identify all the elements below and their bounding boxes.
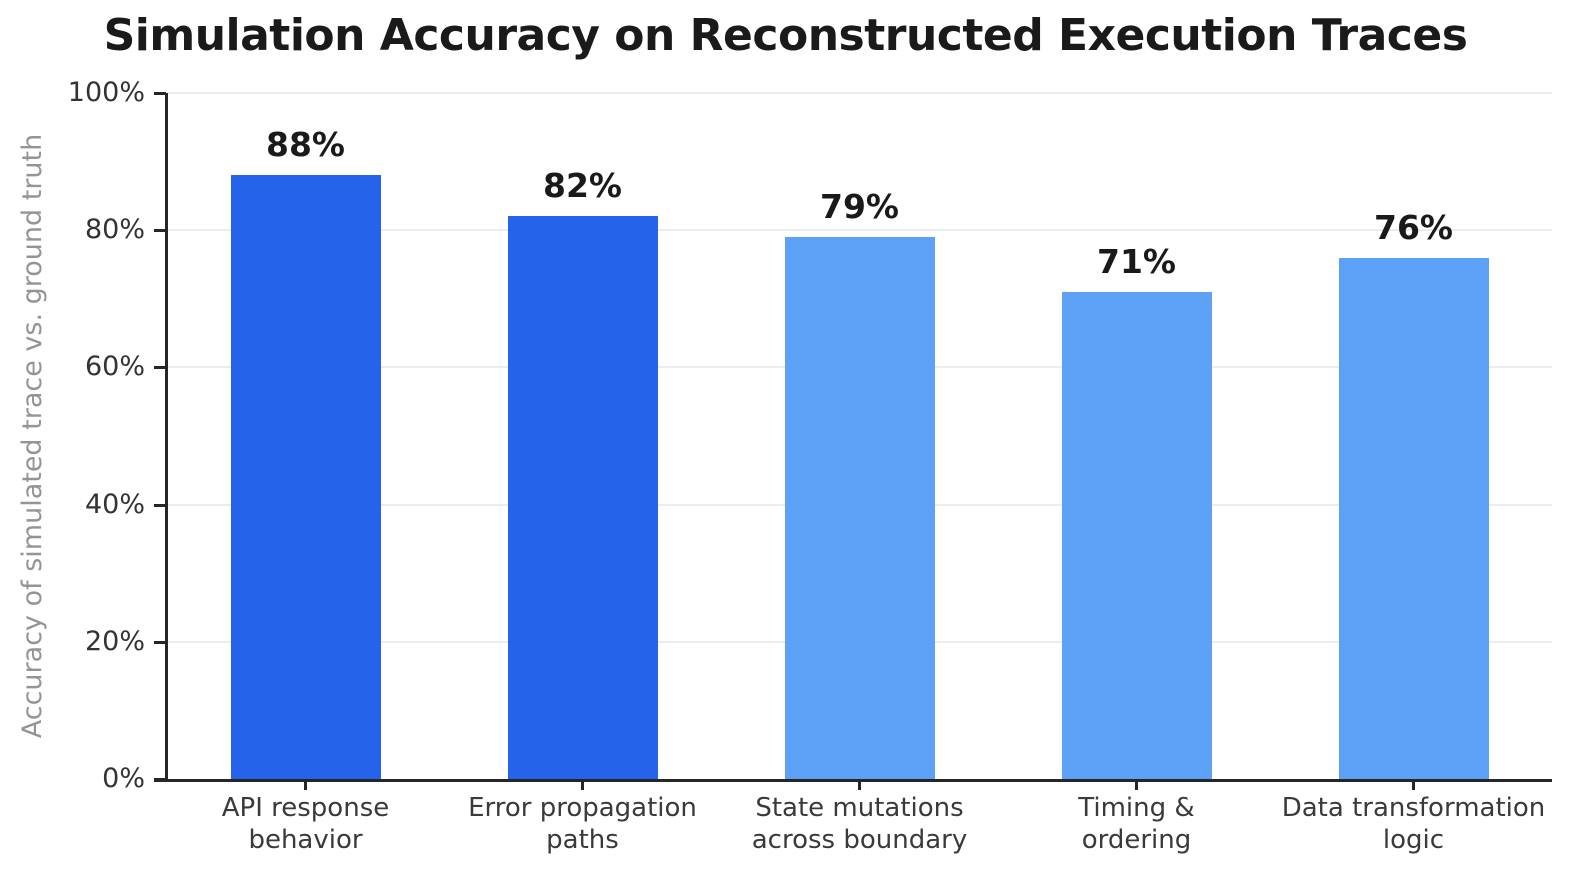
x-tick-mark-4 xyxy=(1135,779,1138,790)
bar-value-label-2: 82% xyxy=(543,166,622,206)
y-tick-mark-20 xyxy=(154,640,166,644)
x-tick-label-2: Error propagation paths xyxy=(468,793,697,855)
y-tick-label-0: 0% xyxy=(102,763,145,794)
y-tick-label-40: 40% xyxy=(84,488,145,520)
y-tick-label-80: 80% xyxy=(84,214,145,246)
x-tick-label-3: State mutations across boundary xyxy=(751,793,968,855)
bar-3 xyxy=(784,237,935,779)
x-axis-spine xyxy=(154,779,1552,782)
bar-1 xyxy=(230,175,381,779)
y-tick-mark-60 xyxy=(154,366,166,370)
y-axis-spine xyxy=(165,93,168,782)
x-tick-mark-5 xyxy=(1412,779,1415,790)
x-tick-mark-3 xyxy=(858,779,861,790)
y-tick-mark-80 xyxy=(154,229,166,233)
y-tick-label-100: 100% xyxy=(67,77,145,108)
bar-value-label-5: 76% xyxy=(1374,207,1453,247)
y-tick-mark-40 xyxy=(154,503,166,507)
gridline-80 xyxy=(167,229,1552,232)
bar-2 xyxy=(507,216,658,779)
x-tick-mark-1 xyxy=(304,779,307,790)
plot-area: 88% 82% 79% 71% 76% xyxy=(167,92,1552,779)
x-tick-label-5: Data transformation logic xyxy=(1281,793,1546,855)
chart-title: Simulation Accuracy on Reconstructed Exe… xyxy=(103,10,1468,61)
bar-4 xyxy=(1061,291,1212,779)
x-tick-mark-2 xyxy=(581,779,584,790)
y-axis-title: Accuracy of simulated trace vs. ground t… xyxy=(17,133,48,739)
x-tick-label-1: API response behavior xyxy=(221,793,390,855)
y-tick-label-60: 60% xyxy=(84,351,145,383)
bar-5 xyxy=(1338,257,1489,779)
y-tick-mark-100 xyxy=(154,92,166,95)
gridline-100 xyxy=(167,92,1552,94)
bar-value-label-4: 71% xyxy=(1097,241,1176,281)
bar-value-label-3: 79% xyxy=(820,187,899,227)
y-tick-label-20: 20% xyxy=(84,625,145,657)
bar-value-label-1: 88% xyxy=(266,125,345,165)
x-tick-label-4: Timing & ordering xyxy=(1078,793,1195,855)
